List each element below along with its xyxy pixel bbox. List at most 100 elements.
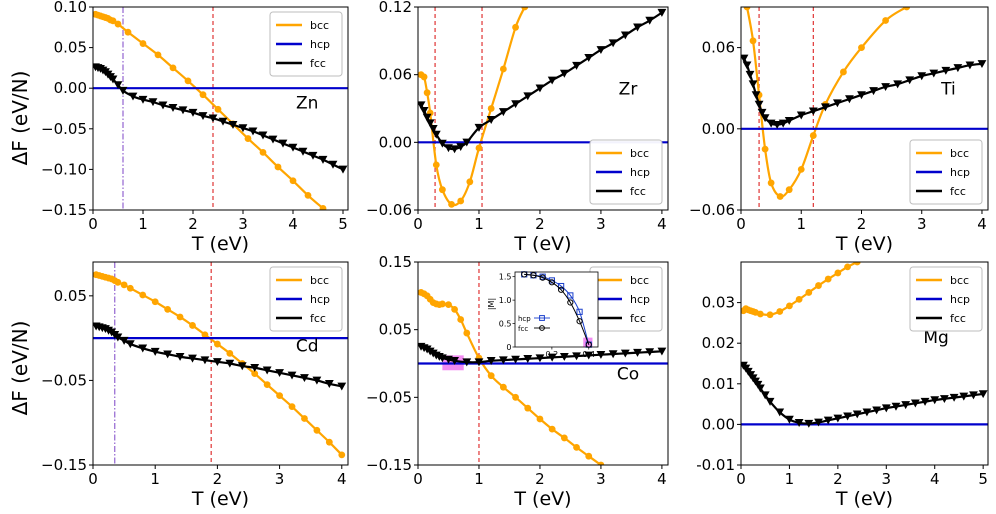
element-label: Cd: [296, 336, 319, 356]
panel-cd: 0 1 2 3 4 T (eV) −0.15 −0.05 0.05 Cd bcc hcp fcc: [41, 261, 349, 510]
legend-label-hcp: hcp: [950, 293, 970, 306]
data-point-fcc: [338, 165, 348, 174]
legend-label-hcp: hcp: [310, 38, 330, 51]
data-point-fcc: [953, 64, 963, 73]
plot-area: [418, 262, 668, 465]
data-point-fcc: [278, 139, 288, 148]
legend-label-bcc: bcc: [950, 274, 969, 287]
data-point-fcc: [978, 390, 988, 399]
legend-label-bcc: bcc: [630, 147, 649, 160]
data-point-fcc: [275, 369, 284, 377]
data-point-fcc: [238, 124, 248, 133]
x-tick-label: 2: [833, 470, 843, 488]
data-point-bcc: [184, 77, 192, 85]
series-bcc: [93, 10, 327, 210]
legend-box: [589, 139, 663, 205]
axes-frame: [417, 6, 669, 211]
data-point-fcc: [498, 356, 508, 365]
data-point-fcc: [511, 355, 520, 364]
data-point-fcc: [742, 61, 752, 70]
series-line-bcc: [745, 7, 909, 198]
data-point-bcc: [201, 331, 209, 339]
data-point-fcc: [772, 121, 782, 129]
data-point-bcc: [423, 89, 431, 97]
x-tick-label: 4: [657, 215, 667, 233]
data-point-bcc: [797, 166, 805, 173]
data-point-bcc: [466, 178, 474, 186]
data-point-fcc: [312, 376, 322, 385]
x-axis-label: T (eV): [835, 233, 893, 255]
x-tick-label: 3: [882, 470, 892, 488]
y-axis: −0.15 −0.05 0.05 0.15: [366, 253, 418, 474]
data-point-fcc: [857, 91, 866, 100]
plot-area: [93, 262, 348, 465]
data-point-bcc: [743, 7, 751, 11]
x-tick-label: 2: [213, 470, 223, 488]
data-point-fcc: [751, 91, 761, 100]
inset-point-fcc: [548, 279, 555, 286]
data-point-fcc: [745, 70, 755, 79]
legend-label-bcc: bcc: [630, 274, 649, 287]
data-point-fcc: [511, 100, 520, 109]
element-label: Zn: [296, 94, 318, 114]
data-point-fcc: [833, 414, 843, 423]
data-point-fcc: [977, 60, 987, 69]
inset-legend-label-hcp: hcp: [518, 315, 531, 323]
x-tick-label: 2: [535, 215, 545, 233]
plot-area: [418, 7, 668, 210]
data-point-fcc: [584, 351, 594, 360]
plot-area: [93, 7, 348, 210]
data-point-fcc: [608, 350, 618, 359]
data-point-bcc: [259, 148, 267, 156]
y-axis: -0.01 0.00 0.01 0.02 0.03: [696, 294, 741, 474]
legend-label-hcp: hcp: [950, 166, 970, 179]
y-tick-label: −0.05: [41, 120, 87, 138]
legend-label-bcc: bcc: [950, 147, 969, 160]
y-tick-label: 0.00: [379, 133, 412, 151]
data-point-bcc: [512, 393, 519, 401]
data-point-bcc: [815, 282, 822, 289]
data-point-fcc: [456, 143, 466, 152]
x-axis-label: T (eV): [191, 233, 249, 255]
inset-point-fcc: [567, 299, 574, 306]
panel-zr: 0 1 2 3 4 T (eV) −0.06 0.00 0.06 0.12 Zr bcc hcp fcc: [366, 0, 669, 255]
x-tick-label: 4: [288, 215, 298, 233]
inset-frame: [514, 271, 599, 348]
data-point-fcc: [547, 76, 557, 85]
axes-frame: [417, 261, 669, 466]
x-axis: 0 1 2 3 4 T (eV): [88, 465, 347, 510]
legend-label-hcp: hcp: [630, 166, 650, 179]
data-point-fcc: [940, 395, 949, 404]
y-axis: −0.06 0.00 0.06 0.12: [366, 0, 418, 219]
x-tick-label: 2: [188, 215, 198, 233]
data-point-fcc: [645, 348, 655, 357]
axes-frame: [92, 6, 349, 211]
legend-box: [909, 266, 983, 332]
data-point-fcc: [200, 356, 210, 365]
x-axis: 0 1 2 3 4 5 T (eV): [736, 465, 988, 510]
element-label: Co: [617, 365, 639, 385]
data-point-bcc: [226, 349, 234, 357]
data-point-bcc: [512, 23, 519, 31]
data-point-fcc: [125, 340, 135, 349]
inset-x-tick-label: 0.4: [582, 350, 595, 359]
y-tick-label: −0.05: [366, 388, 412, 406]
data-point-fcc: [298, 147, 308, 156]
data-point-fcc: [920, 397, 930, 406]
data-point-bcc: [438, 186, 446, 194]
x-axis-label: T (eV): [835, 488, 893, 510]
data-point-fcc: [450, 357, 459, 365]
data-point-bcc: [176, 313, 184, 321]
inset-legend-label-fcc: fcc: [518, 325, 528, 333]
data-point-bcc: [313, 426, 321, 434]
data-point-fcc: [535, 84, 545, 93]
legend-label-fcc: fcc: [950, 312, 966, 325]
x-tick-label: 3: [596, 470, 606, 488]
legend-box: [269, 266, 343, 332]
data-point-bcc: [536, 415, 544, 423]
x-tick-label: 1: [474, 215, 484, 233]
x-tick-label: 4: [337, 470, 347, 488]
legend-box: [909, 139, 983, 205]
y-tick-label: −0.05: [41, 371, 87, 389]
data-point-fcc: [796, 111, 806, 120]
